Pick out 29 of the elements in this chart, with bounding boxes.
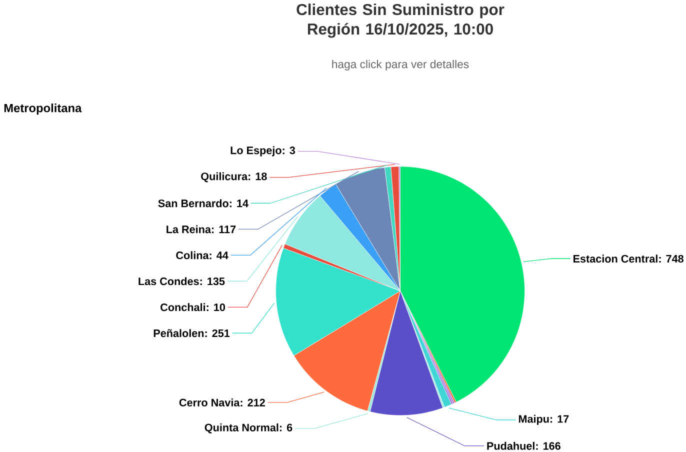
slice-label: Cerro Navia — [179, 398, 240, 406]
text: Metropolitana — [4, 104, 82, 115]
data-label: : 18 — [248, 172, 267, 180]
slice-label: San Bernardo — [158, 199, 228, 208]
slice-label: Quilicura — [201, 172, 248, 182]
data-label: : 135 — [200, 277, 225, 286]
data-label: : 748 — [659, 254, 684, 263]
slice-label: Maipu — [518, 414, 549, 425]
slice-label: Conchali — [160, 303, 206, 312]
data-label: : 166 — [536, 442, 560, 450]
slice-label: Peñalolen — [154, 329, 204, 338]
data-label: : 117 — [212, 226, 236, 234]
slice-label: Quinta Normal — [204, 423, 278, 434]
data-label: : 17 — [550, 415, 569, 423]
data-label: : 10 — [206, 303, 226, 312]
data-label: : 212 — [240, 398, 265, 406]
slice-label: Colina — [176, 251, 209, 260]
slice-label: La Reina — [166, 225, 212, 234]
data-label: : 14 — [230, 200, 248, 208]
data-label: : 6 — [280, 424, 292, 432]
chart-subtitle: haga click para ver detalles — [332, 60, 469, 70]
slice-label: Las Condes — [138, 277, 199, 286]
data-label: : 3 — [282, 146, 296, 154]
slice-label: Pudahuel — [487, 442, 534, 450]
slice-label: Lo Espejo — [230, 146, 282, 156]
data-label: : 251 — [205, 329, 230, 338]
chart-title: Clientes Sin Suministro por Región 16/10/2025, 10:00 — [296, 4, 504, 38]
data-label: : 44 — [210, 252, 228, 260]
slice-label: Estacion Central — [573, 254, 658, 263]
